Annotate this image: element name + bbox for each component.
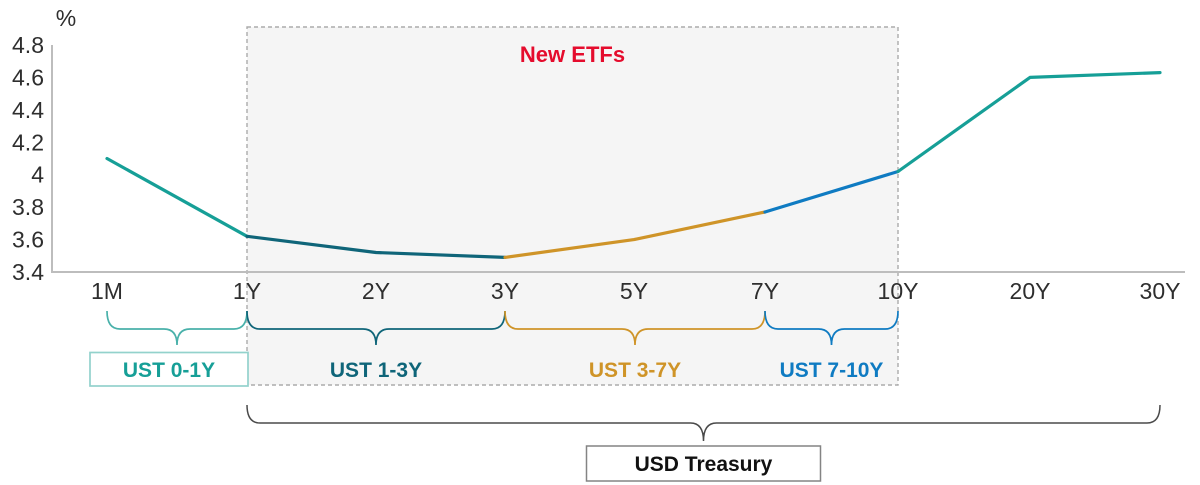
x-tick-7y: 7Y [751, 278, 779, 304]
y-tick-4-6: 4.6 [12, 64, 44, 90]
curve-segment-10y-30y [896, 71, 1162, 174]
y-axis-unit-label: % [56, 5, 76, 31]
brace-ust-7-10y [764, 310, 899, 346]
x-tick-20y: 20Y [1010, 278, 1051, 304]
curve-segment-1m-1y [105, 156, 249, 238]
label-ust-1-3y: UST 1-3Y [330, 359, 422, 382]
new-etfs-label: New ETFs [520, 42, 625, 67]
x-tick-1m: 1M [91, 278, 123, 304]
label-ust-0-1y: UST 0-1Y [123, 359, 215, 382]
brace-usd-treasury [246, 404, 1161, 442]
y-tick-4-2: 4.2 [12, 129, 44, 155]
x-tick-1y: 1Y [233, 278, 261, 304]
x-tick-30y: 30Y [1140, 278, 1181, 304]
brace-ust-3-7y [504, 310, 766, 346]
box-ust-0-1y [89, 351, 249, 387]
y-tick-4-8: 4.8 [12, 32, 44, 58]
label-ust-7-10y: UST 7-10Y [780, 359, 884, 382]
curve-segment-7y-10y [763, 169, 900, 214]
brace-ust-1-3y [246, 310, 506, 346]
curve-segment-1y-3y [245, 234, 507, 259]
usd-treasury-label: USD Treasury [635, 453, 773, 476]
x-tick-2y: 2Y [362, 278, 390, 304]
y-tick-3-4: 3.4 [12, 259, 44, 285]
new-etfs-highlight-region [246, 26, 899, 386]
usd-treasury-box [585, 445, 822, 482]
y-tick-3-6: 3.6 [12, 227, 44, 253]
brace-ust-0-1y [106, 310, 248, 346]
y-tick-4: 4 [31, 162, 44, 188]
y-tick-3-8: 3.8 [12, 194, 44, 220]
x-tick-3y: 3Y [491, 278, 519, 304]
label-ust-3-7y: UST 3-7Y [589, 359, 681, 382]
x-tick-10y: 10Y [878, 278, 919, 304]
axes [51, 45, 1185, 273]
curve-segment-3y-7y [503, 210, 767, 259]
x-tick-5y: 5Y [620, 278, 648, 304]
y-tick-4-4: 4.4 [12, 97, 44, 123]
